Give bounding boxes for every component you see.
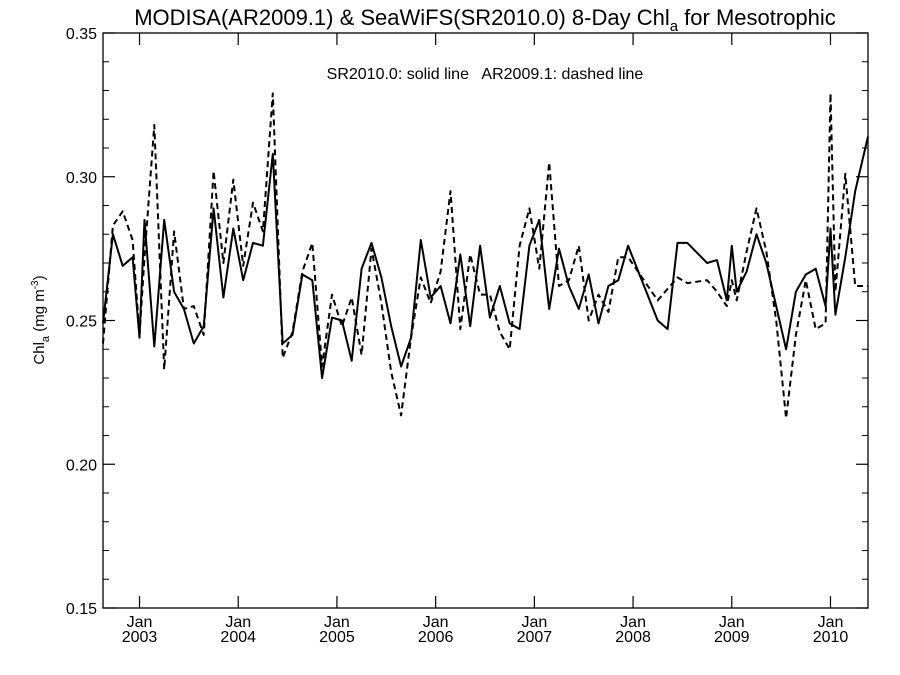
y-tick-label: 0.30: [66, 170, 97, 187]
x-tick-year-label: 2004: [220, 629, 256, 646]
x-tick-year-label: 2007: [517, 629, 553, 646]
y-tick-label: 0.25: [66, 314, 97, 331]
y-tick-label: 0.15: [66, 601, 97, 618]
x-tick-year-label: 2003: [122, 629, 158, 646]
chart-title: MODISA(AR2009.1) & SeaWiFS(SR2010.0) 8-D…: [134, 5, 836, 35]
x-tick-year-label: 2008: [615, 629, 651, 646]
solid-series-line: [102, 136, 869, 379]
series-lines: [102, 92, 869, 420]
line-style-annotation: SR2010.0: solid line AR2009.1: dashed li…: [327, 66, 644, 83]
x-tick-year-label: 2006: [418, 629, 454, 646]
x-tick-month-label: Jan: [324, 614, 350, 631]
plot-frame: [102, 32, 869, 609]
x-tick-month-label: Jan: [521, 614, 547, 631]
x-tick-year-label: 2010: [813, 629, 849, 646]
x-tick-month-label: Jan: [423, 614, 449, 631]
x-tick-year-label: 2009: [714, 629, 750, 646]
y-tick-label: 0.35: [66, 26, 97, 43]
x-tick-year-label: 2005: [319, 629, 355, 646]
y-tick-label: 0.20: [66, 457, 97, 474]
x-tick-month-label: Jan: [127, 614, 153, 631]
x-axis-ticks: Jan2003Jan2004Jan2005Jan2006Jan2007Jan20…: [122, 33, 849, 646]
dashed-series-line: [102, 92, 868, 420]
x-tick-month-label: Jan: [225, 614, 251, 631]
y-axis-ticks: 0.15 0.20 0.25 0.30 0.35: [66, 26, 868, 618]
x-tick-month-label: Jan: [620, 614, 646, 631]
x-tick-month-label: Jan: [818, 614, 844, 631]
x-tick-month-label: Jan: [719, 614, 745, 631]
y-axis-label: Chla (mg m-3): [30, 275, 52, 364]
